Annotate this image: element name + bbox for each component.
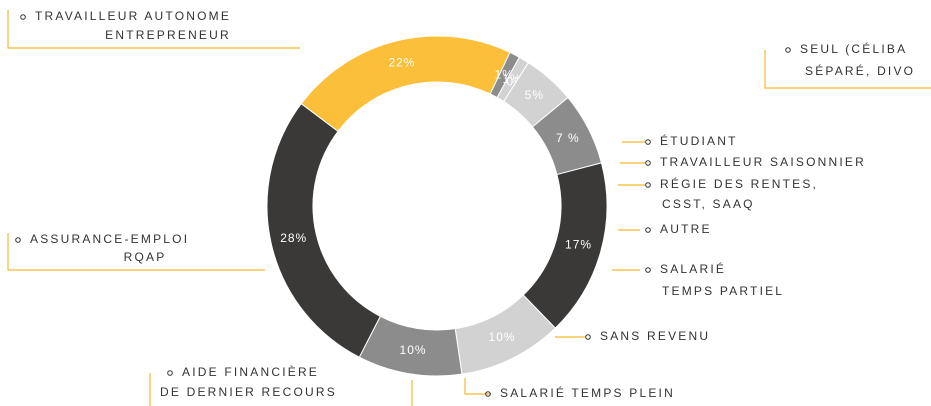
category-label: TEMPS PARTIEL — [662, 284, 784, 298]
bullet — [645, 267, 651, 273]
slice-label: 28% — [280, 231, 307, 245]
category-label: SALARIÉ TEMPS PLEIN — [500, 385, 675, 400]
leader — [764, 50, 931, 89]
category-label: ÉTUDIANT — [660, 133, 738, 148]
slice-label: 5% — [525, 88, 544, 102]
slice-label: 7 % — [556, 131, 580, 145]
donut-slice — [266, 102, 381, 358]
category-label: DE DERNIER RECOURS — [160, 385, 337, 399]
bullet — [645, 227, 651, 233]
annotation: SÉPARÉ, DIVO — [805, 63, 915, 78]
bullet — [167, 370, 173, 376]
category-label: AUTRE — [660, 222, 712, 236]
bullet — [585, 334, 591, 340]
category-label: TRAVAILLEUR SAISONNIER — [660, 155, 866, 169]
leader — [464, 378, 490, 395]
category-label: RQAP — [124, 250, 167, 264]
slice-label: 17% — [565, 238, 592, 252]
bullet — [485, 391, 491, 397]
slice-label: 10% — [400, 343, 427, 357]
slice-label: 10% — [489, 330, 516, 344]
bullet — [20, 14, 26, 20]
category-label: ASSURANCE-EMPLOI — [30, 232, 189, 246]
bullet — [645, 139, 651, 145]
bullet — [785, 47, 791, 53]
leader-lines — [7, 10, 931, 406]
leader — [7, 10, 300, 49]
category-label: RÉGIE DES RENTES, — [660, 176, 818, 191]
leader — [7, 233, 265, 271]
bullet — [645, 160, 651, 166]
slice-label: 22% — [388, 55, 415, 69]
category-label: SANS REVENU — [600, 329, 710, 343]
category-label: CSST, SAAQ — [662, 197, 755, 211]
category-label: TRAVAILLEUR AUTONOME — [35, 9, 231, 23]
category-label: SALARIÉ — [660, 261, 726, 276]
category-label: AIDE FINANCIÈRE — [182, 364, 319, 379]
bullet — [645, 182, 651, 188]
category-label: ENTREPRENEUR — [105, 28, 231, 42]
bullet — [15, 237, 21, 243]
annotation: SEUL (CÉLIBA — [800, 41, 907, 56]
donut-slice — [300, 35, 511, 133]
